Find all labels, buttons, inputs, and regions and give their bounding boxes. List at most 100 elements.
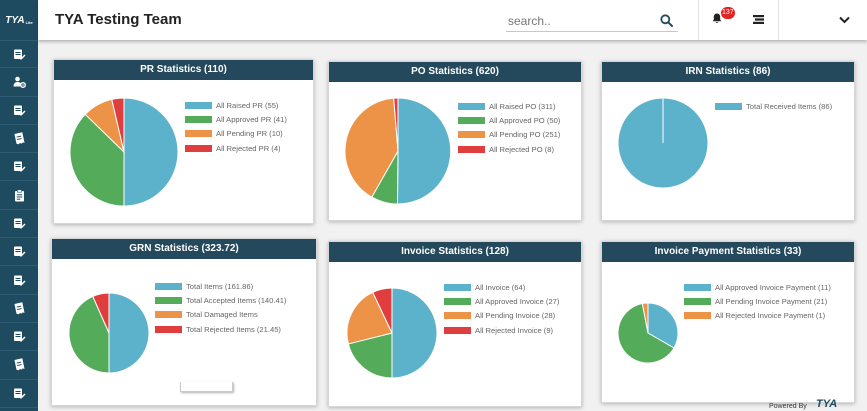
legend-item[interactable]: All Pending PO (251) <box>458 128 560 142</box>
pie-slice[interactable] <box>111 97 125 153</box>
header-divider <box>698 0 699 40</box>
sidebar-item[interactable] <box>0 295 38 323</box>
legend-label: Total Accepted Items (140.41) <box>186 295 287 305</box>
legend-label: All Raised PR (55) <box>216 100 279 110</box>
irn-statistics-card: IRN Statistics (86) Total Received Items… <box>601 61 855 221</box>
pie-slice[interactable] <box>372 287 393 334</box>
sidebar-item[interactable] <box>0 323 38 352</box>
sidebar-item[interactable] <box>0 125 38 154</box>
pie-slice[interactable] <box>344 97 399 198</box>
irn-legend: Total Received Items (86) <box>715 99 832 113</box>
legend-item[interactable]: All Rejected Invoice Payment (1) <box>684 309 831 323</box>
pie-slice[interactable] <box>641 302 649 334</box>
legend-label: All Approved PR (41) <box>216 114 287 124</box>
card-title: PO Statistics (620) <box>329 62 581 82</box>
brand-logo[interactable]: TYA Lite <box>0 0 38 40</box>
legend-item[interactable]: All Invoice (64) <box>444 280 559 294</box>
legend-label: Total Rejected Items (21.45) <box>186 324 281 334</box>
sidebar-item[interactable] <box>0 351 38 380</box>
legend-item[interactable]: All Approved PO (50) <box>458 113 560 127</box>
pr-legend: All Raised PR (55) All Approved PR (41) Al… <box>185 98 287 155</box>
pie-slice[interactable] <box>68 295 110 374</box>
pie-slice[interactable] <box>69 113 125 207</box>
receipt-icon <box>13 358 25 371</box>
search-input[interactable] <box>506 10 678 32</box>
sidebar-item[interactable] <box>0 238 38 267</box>
legend-item[interactable]: Total Received Items (86) <box>715 99 832 113</box>
legend-label: All Raised PO (311) <box>489 101 556 111</box>
pie-slice[interactable] <box>92 292 110 334</box>
legend-item[interactable]: Total Rejected Items (21.45) <box>155 322 286 336</box>
legend-label: All Rejected Invoice (9) <box>475 325 554 335</box>
legend-item[interactable]: All Pending Invoice Payment (21) <box>684 294 831 308</box>
card-title: GRN Statistics (323.72) <box>52 239 316 259</box>
grn-dropdown-tab[interactable] <box>180 382 233 392</box>
pie-slice[interactable] <box>393 97 399 152</box>
legend-label: All Rejected Invoice Payment (1) <box>715 311 826 321</box>
pie-slice[interactable] <box>617 302 675 364</box>
notifications-button[interactable]: 137 <box>710 7 736 31</box>
search-button[interactable] <box>656 10 676 30</box>
legend-item[interactable]: All Pending PR (10) <box>185 127 287 141</box>
powered-by-text: Powered By <box>769 403 807 410</box>
legend-item[interactable]: All Approved Invoice (27) <box>444 294 559 308</box>
legend-label: All Pending Invoice (28) <box>475 311 556 321</box>
sidebar-item[interactable] <box>0 153 38 182</box>
sidebar-item[interactable] <box>0 210 38 239</box>
legend-swatch <box>458 102 485 110</box>
legend-item[interactable]: All Pending Invoice (28) <box>444 309 559 323</box>
pie-slice[interactable] <box>108 292 150 374</box>
legend-swatch <box>444 326 471 334</box>
profile-dropdown[interactable] <box>834 10 854 30</box>
pie-slice[interactable] <box>346 291 393 345</box>
bell-icon <box>712 13 722 24</box>
pie-slice[interactable] <box>347 332 393 379</box>
tasks-button[interactable] <box>749 10 767 28</box>
legend-swatch <box>444 283 471 291</box>
legend-item[interactable]: All Rejected Invoice (9) <box>444 323 559 337</box>
legend-swatch <box>155 296 182 304</box>
legend-item[interactable]: All Raised PO (311) <box>458 99 560 113</box>
edit-icon <box>13 105 25 116</box>
sidebar-item[interactable] <box>0 97 38 125</box>
edit-icon <box>13 218 25 229</box>
legend-item[interactable]: All Rejected PO (8) <box>458 142 560 156</box>
notification-badge: 137 <box>721 7 735 19</box>
invoice-pie-chart <box>346 287 438 379</box>
edit-icon <box>13 331 25 342</box>
po-pie-chart <box>344 97 452 205</box>
legend-item[interactable]: All Approved Invoice Payment (11) <box>684 280 831 294</box>
legend-label: All Invoice (64) <box>475 282 526 292</box>
legend-label: All Rejected PR (4) <box>216 143 281 153</box>
pie-slice[interactable] <box>123 97 179 207</box>
legend-swatch <box>444 297 471 305</box>
legend-label: All Approved Invoice (27) <box>475 296 560 306</box>
legend-item[interactable]: Total Damaged Items <box>155 308 286 322</box>
pie-slice[interactable] <box>396 97 452 205</box>
pie-slice[interactable] <box>391 287 438 379</box>
card-title: IRN Statistics (86) <box>602 62 854 82</box>
edit-icon <box>13 246 25 258</box>
invoice-payment-pie-chart <box>617 302 679 364</box>
legend-item[interactable]: All Approved PR (41) <box>185 112 287 126</box>
legend-item[interactable]: All Rejected PR (4) <box>185 141 287 155</box>
chevron-down-icon <box>838 16 850 24</box>
invoice-payment-statistics-card: Invoice Payment Statistics (33) All Appr… <box>601 241 855 403</box>
legend-item[interactable]: Total Accepted Items (140.41) <box>155 293 286 307</box>
brand-logo-text: TYA <box>5 14 25 26</box>
legend-item[interactable]: Total Items (161.86) <box>155 279 286 293</box>
receipt-icon <box>13 302 25 315</box>
legend-item[interactable]: All Raised PR (55) <box>185 98 287 112</box>
legend-swatch <box>715 102 742 110</box>
legend-swatch <box>684 297 711 305</box>
legend-swatch <box>185 101 212 109</box>
users-cog-icon <box>13 77 26 89</box>
grn-legend: Total Items (161.86) Total Accepted Items… <box>155 279 286 336</box>
sidebar-item[interactable] <box>0 380 38 408</box>
sidebar-item[interactable] <box>0 181 38 210</box>
sidebar-item[interactable] <box>0 68 38 97</box>
legend-swatch <box>185 144 212 152</box>
legend-swatch <box>185 130 212 138</box>
sidebar-item[interactable] <box>0 40 38 69</box>
sidebar-item[interactable] <box>0 266 38 295</box>
